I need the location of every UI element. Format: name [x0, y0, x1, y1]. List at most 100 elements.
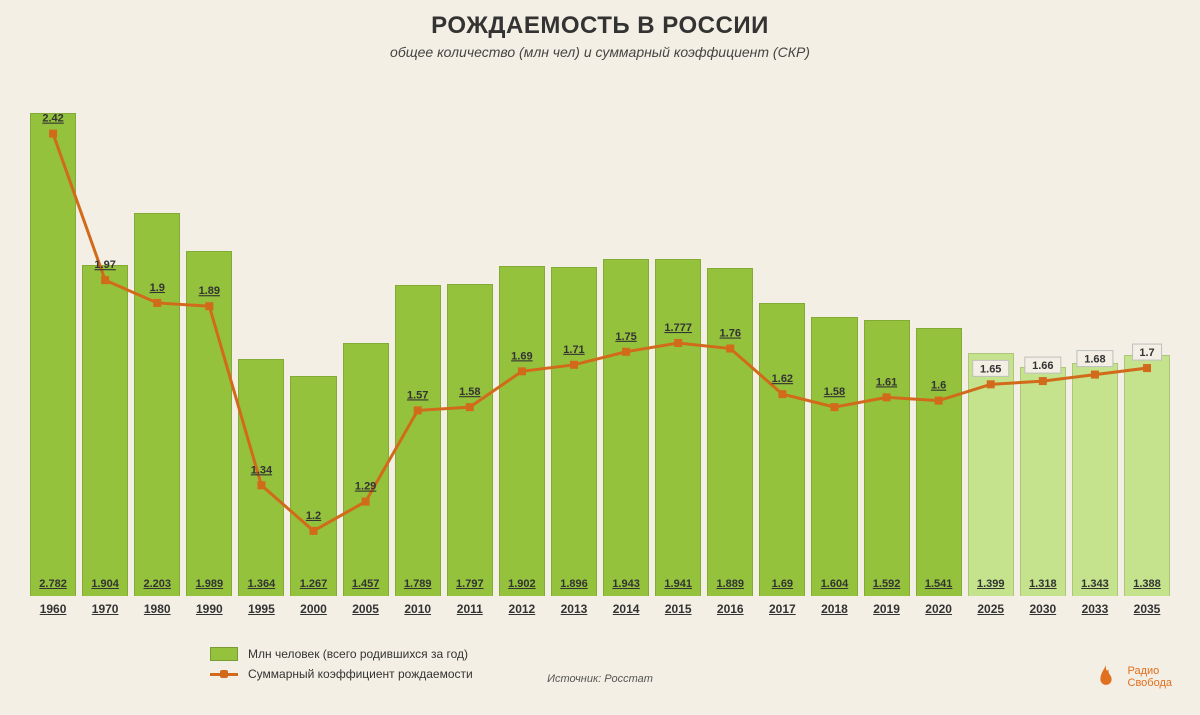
bar-col: 1.896 — [551, 75, 597, 596]
x-axis-year: 2010 — [395, 598, 441, 620]
bar-value-label: 1.797 — [448, 578, 492, 590]
bar-col: 1.941 — [655, 75, 701, 596]
radio-svoboda-logo-icon — [1092, 663, 1120, 691]
x-axis-year: 2020 — [916, 598, 962, 620]
bar-value-label: 1.989 — [187, 578, 231, 590]
bar-value-label: 1.343 — [1073, 578, 1117, 590]
bar-col: 1.889 — [707, 75, 753, 596]
x-axis-year: 1980 — [134, 598, 180, 620]
bar: 1.896 — [551, 267, 597, 596]
bar-value-label: 1.318 — [1021, 578, 1065, 590]
bar: 1.797 — [447, 284, 493, 596]
legend: Млн человек (всего родившихся за год) Су… — [210, 647, 473, 687]
bar: 1.399 — [968, 353, 1014, 596]
bar-col: 1.343 — [1072, 75, 1118, 596]
bar-col: 2.203 — [134, 75, 180, 596]
bar-col: 1.69 — [759, 75, 805, 596]
x-axis-year: 2033 — [1072, 598, 1118, 620]
x-axis-year: 1995 — [238, 598, 284, 620]
bar: 1.457 — [343, 343, 389, 596]
legend-item-bar: Млн человек (всего родившихся за год) — [210, 647, 473, 661]
bar-value-label: 1.364 — [239, 578, 283, 590]
bar-col: 1.399 — [968, 75, 1014, 596]
bar-value-label: 1.889 — [708, 578, 752, 590]
x-axis-year: 2025 — [968, 598, 1014, 620]
legend-bar-label: Млн человек (всего родившихся за год) — [248, 647, 468, 661]
bar-col: 1.989 — [186, 75, 232, 596]
bar-value-label: 1.457 — [344, 578, 388, 590]
bar-value-label: 1.943 — [604, 578, 648, 590]
bar: 1.941 — [655, 259, 701, 596]
legend-item-line: Суммарный коэффициент рождаемости — [210, 667, 473, 681]
bar: 1.267 — [290, 376, 336, 596]
bar: 1.364 — [238, 359, 284, 596]
bar-col: 1.943 — [603, 75, 649, 596]
bar-value-label: 1.388 — [1125, 578, 1169, 590]
x-axis-year: 2035 — [1124, 598, 1170, 620]
bar-value-label: 2.782 — [31, 578, 75, 590]
bar-col: 1.592 — [864, 75, 910, 596]
source-text: Источник: Росстат — [547, 673, 653, 685]
bar-col: 1.902 — [499, 75, 545, 596]
x-axis-year: 1960 — [30, 598, 76, 620]
bar-col: 1.541 — [916, 75, 962, 596]
bar: 1.604 — [811, 317, 857, 596]
bar-col: 1.904 — [82, 75, 128, 596]
bar: 1.889 — [707, 268, 753, 596]
x-axis-year: 2012 — [499, 598, 545, 620]
bar-value-label: 1.399 — [969, 578, 1013, 590]
branding: Радио Свобода — [1092, 663, 1173, 691]
bar: 1.69 — [759, 303, 805, 596]
bar-col: 1.388 — [1124, 75, 1170, 596]
bar: 1.943 — [603, 259, 649, 596]
chart-subtitle: общее количество (млн чел) и суммарный к… — [0, 44, 1200, 60]
bar-value-label: 1.902 — [500, 578, 544, 590]
bar: 2.782 — [30, 113, 76, 596]
bar-col: 1.457 — [343, 75, 389, 596]
x-axis-year: 2011 — [447, 598, 493, 620]
bar-col: 1.797 — [447, 75, 493, 596]
bar: 1.592 — [864, 320, 910, 596]
bar: 1.318 — [1020, 367, 1066, 596]
x-axis-year: 2017 — [759, 598, 805, 620]
bar-col: 1.604 — [811, 75, 857, 596]
bar-value-label: 2.203 — [135, 578, 179, 590]
x-axis-year: 2000 — [290, 598, 336, 620]
legend-swatch-line — [210, 673, 238, 676]
bar-col: 1.267 — [290, 75, 336, 596]
bar-value-label: 1.267 — [291, 578, 335, 590]
x-axis-year: 2015 — [655, 598, 701, 620]
bar: 1.541 — [916, 328, 962, 596]
chart-area: 2.782 1.904 2.203 1.989 1.364 1.267 1.457 1.789… — [30, 75, 1170, 620]
x-axis-year: 2016 — [707, 598, 753, 620]
bar: 1.388 — [1124, 355, 1170, 596]
bar-col: 1.364 — [238, 75, 284, 596]
bar: 1.789 — [395, 285, 441, 596]
x-axis-year: 2019 — [864, 598, 910, 620]
x-axis-year: 1990 — [186, 598, 232, 620]
branding-line2: Свобода — [1128, 677, 1173, 689]
branding-line1: Радио — [1128, 665, 1173, 677]
bar-value-label: 1.604 — [812, 578, 856, 590]
x-axis-year: 2014 — [603, 598, 649, 620]
x-axis-year: 2030 — [1020, 598, 1066, 620]
bar-col: 1.789 — [395, 75, 441, 596]
bar-value-label: 1.941 — [656, 578, 700, 590]
chart-title: РОЖДАЕМОСТЬ В РОССИИ — [0, 0, 1200, 40]
bar-col: 2.782 — [30, 75, 76, 596]
x-axis-year: 2018 — [811, 598, 857, 620]
bar: 1.902 — [499, 266, 545, 596]
bar-value-label: 1.789 — [396, 578, 440, 590]
bar-value-label: 1.904 — [83, 578, 127, 590]
bar: 2.203 — [134, 213, 180, 596]
bar: 1.343 — [1072, 363, 1118, 596]
bar-value-label: 1.541 — [917, 578, 961, 590]
x-axis-year: 1970 — [82, 598, 128, 620]
bar-value-label: 1.69 — [760, 578, 804, 590]
bar-value-label: 1.592 — [865, 578, 909, 590]
bar: 1.989 — [186, 251, 232, 596]
bar-value-label: 1.896 — [552, 578, 596, 590]
legend-line-label: Суммарный коэффициент рождаемости — [248, 667, 473, 681]
bar-col: 1.318 — [1020, 75, 1066, 596]
bar: 1.904 — [82, 265, 128, 596]
